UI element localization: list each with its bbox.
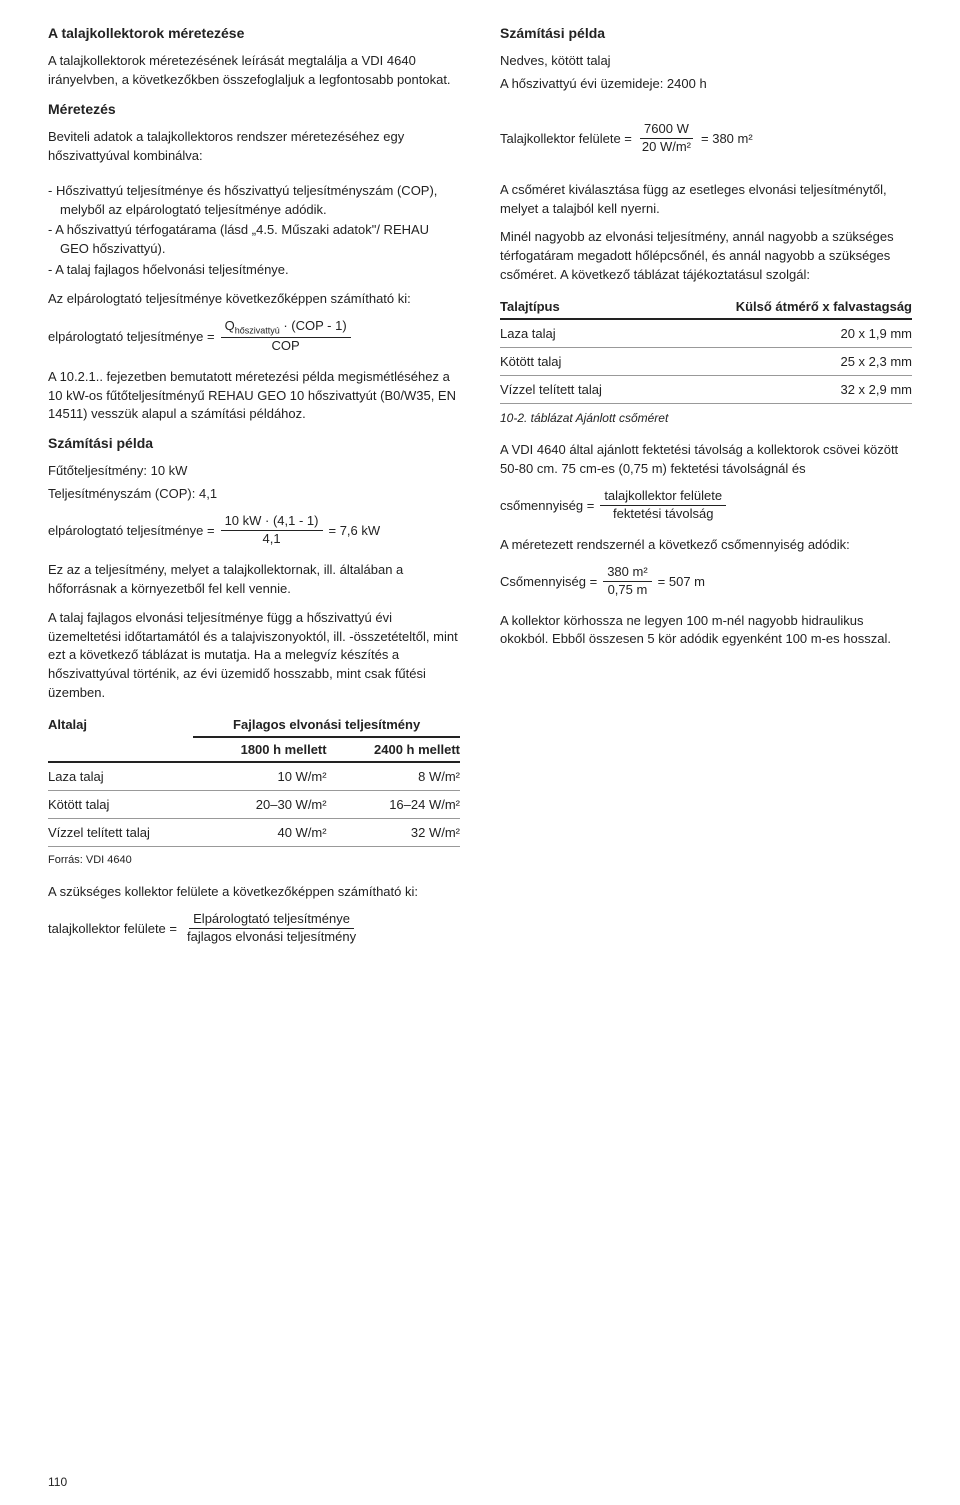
formula-evap-calc: elpárologtató teljesítménye = 10 kW · (4… (48, 514, 460, 547)
example-ref: A 10.2.1.. fejezetben bemutatott méretez… (48, 368, 460, 425)
list-item: A talaj fajlagos hőelvonási teljesítmény… (48, 261, 460, 280)
loop-length-note: A kollektor körhossza ne legyen 100 m-né… (500, 612, 912, 650)
fraction: 380 m² 0,75 m (603, 565, 651, 598)
numerator: talajkollektor felülete (600, 489, 726, 506)
formula-lhs: Talajkollektor felülete = (500, 131, 632, 146)
denominator: 0,75 m (604, 582, 652, 598)
pipe-size-intro: A csőméret kiválasztása függ az esetlege… (500, 181, 912, 219)
cell-soil: Kötött talaj (500, 347, 651, 375)
page: A talajkollektorok méretezése A talajkol… (0, 0, 960, 1505)
area-intro: A szükséges kollektor felülete a követke… (48, 883, 460, 902)
cell-1800: 40 W/m² (193, 818, 326, 846)
th-subsoil: Altalaj (48, 713, 193, 762)
fraction: talajkollektor felülete fektetési távols… (600, 489, 726, 522)
table-caption: 10-2. táblázat Ajánlott csőméret (500, 410, 912, 427)
cell-2400: 32 W/m² (327, 818, 460, 846)
cell-soil: Vízzel telített talaj (48, 818, 193, 846)
formula-rhs: = 7,6 kW (329, 523, 381, 538)
fraction: Qhőszivattyú · (COP - 1) COP (221, 319, 351, 354)
cell-soil: Laza talaj (500, 319, 651, 348)
spacing-text: A VDI 4640 által ajánlott fektetési távo… (500, 441, 912, 479)
ex2-line: Nedves, kötött talaj (500, 52, 912, 71)
after-calc-1: Ez az a teljesítmény, melyet a talajkoll… (48, 561, 460, 599)
input-list: Hőszivattyú teljesítménye és hőszivattyú… (48, 182, 460, 280)
cell-soil: Kötött talaj (48, 790, 193, 818)
two-column-layout: A talajkollektorok méretezése A talajkol… (48, 24, 912, 959)
cell-soil: Laza talaj (48, 762, 193, 791)
table-row: Laza talaj20 x 1,9 mm (500, 319, 912, 348)
numerator: 380 m² (603, 565, 651, 582)
denominator: fajlagos elvonási teljesítmény (183, 929, 360, 945)
denominator: COP (268, 338, 304, 354)
numerator: Qhőszivattyú · (COP - 1) (221, 319, 351, 338)
formula-rhs: = 507 m (658, 574, 705, 589)
formula-lhs: csőmennyiség = (500, 498, 594, 513)
formula-pipe-qty-calc: Csőmennyiség = 380 m² 0,75 m = 507 m (500, 565, 912, 598)
after-calc-2: A talaj fajlagos elvonási teljesítménye … (48, 609, 460, 703)
intro-text: A talajkollektorok méretezésének leírásá… (48, 52, 460, 90)
formula-rhs: = 380 m² (701, 131, 753, 146)
th-soil-type: Talajtípus (500, 295, 651, 319)
cell-soil: Vízzel telített talaj (500, 375, 651, 403)
table-pipe-size: Talajtípus Külső átmérő x falvastagság L… (500, 295, 912, 404)
fraction: 10 kW · (4,1 - 1) 4,1 (221, 514, 323, 547)
ex2-line: A hőszivattyú évi üzemideje: 2400 h (500, 75, 912, 94)
numerator: Elpárologtató teljesítménye (189, 912, 354, 929)
denominator: 4,1 (259, 531, 285, 547)
th-1800: 1800 h mellett (193, 737, 326, 762)
table-extraction-power: Altalaj Fajlagos elvonási teljesítmény 1… (48, 713, 460, 847)
qty-result-intro: A méretezett rendszernél a következő cső… (500, 536, 912, 555)
sizing-intro: Beviteli adatok a talajkollektoros rends… (48, 128, 460, 166)
table-source: Forrás: VDI 4640 (48, 853, 460, 869)
denominator: fektetési távolság (609, 506, 717, 522)
cell-dia: 32 x 2,9 mm (651, 375, 912, 403)
cell-1800: 10 W/m² (193, 762, 326, 791)
numerator: 7600 W (640, 122, 693, 139)
evap-intro: Az elpárologtató teljesítménye következő… (48, 290, 460, 309)
table-row: Vízzel telített talaj40 W/m²32 W/m² (48, 818, 460, 846)
pipe-size-explain: Minél nagyobb az elvonási teljesítmény, … (500, 228, 912, 285)
table-row: Laza talaj10 W/m²8 W/m² (48, 762, 460, 791)
list-item: Hőszivattyú teljesítménye és hőszivattyú… (48, 182, 460, 220)
formula-evap: elpárologtató teljesítménye = Qhőszivatt… (48, 319, 460, 354)
formula-area-calc: Talajkollektor felülete = 7600 W 20 W/m²… (500, 122, 912, 155)
cell-2400: 8 W/m² (327, 762, 460, 791)
heading-ex2: Számítási példa (500, 24, 912, 42)
formula-pipe-qty: csőmennyiség = talajkollektor felülete f… (500, 489, 912, 522)
table-row: Vízzel telített talaj32 x 2,9 mm (500, 375, 912, 403)
left-column: A talajkollektorok méretezése A talajkol… (48, 24, 460, 959)
formula-lhs: elpárologtató teljesítménye = (48, 523, 215, 538)
cell-dia: 25 x 2,3 mm (651, 347, 912, 375)
formula-lhs: talajkollektor felülete = (48, 921, 177, 936)
ex1-line: Fűtőteljesítmény: 10 kW (48, 462, 460, 481)
denominator: 20 W/m² (638, 139, 695, 155)
cell-dia: 20 x 1,9 mm (651, 319, 912, 348)
cell-1800: 20–30 W/m² (193, 790, 326, 818)
th-power: Fajlagos elvonási teljesítmény (193, 713, 460, 737)
ex1-line: Teljesítményszám (COP): 4,1 (48, 485, 460, 504)
table-row: Kötött talaj25 x 2,3 mm (500, 347, 912, 375)
page-number: 110 (48, 1475, 67, 1489)
cell-2400: 16–24 W/m² (327, 790, 460, 818)
fraction: 7600 W 20 W/m² (638, 122, 695, 155)
formula-lhs: elpárologtató teljesítménye = (48, 329, 215, 344)
formula-lhs: Csőmennyiség = (500, 574, 597, 589)
list-item: A hőszivattyú térfogatárama (lásd „4.5. … (48, 221, 460, 259)
th-diameter: Külső átmérő x falvastagság (651, 295, 912, 319)
right-column: Számítási példa Nedves, kötött talaj A h… (500, 24, 912, 959)
fraction: Elpárologtató teljesítménye fajlagos elv… (183, 912, 360, 945)
heading-main: A talajkollektorok méretezése (48, 24, 460, 42)
numerator: 10 kW · (4,1 - 1) (221, 514, 323, 531)
table-row: Kötött talaj20–30 W/m²16–24 W/m² (48, 790, 460, 818)
heading-sizing: Méretezés (48, 100, 460, 118)
th-2400: 2400 h mellett (327, 737, 460, 762)
heading-ex1: Számítási példa (48, 434, 460, 452)
formula-area: talajkollektor felülete = Elpárologtató … (48, 912, 460, 945)
